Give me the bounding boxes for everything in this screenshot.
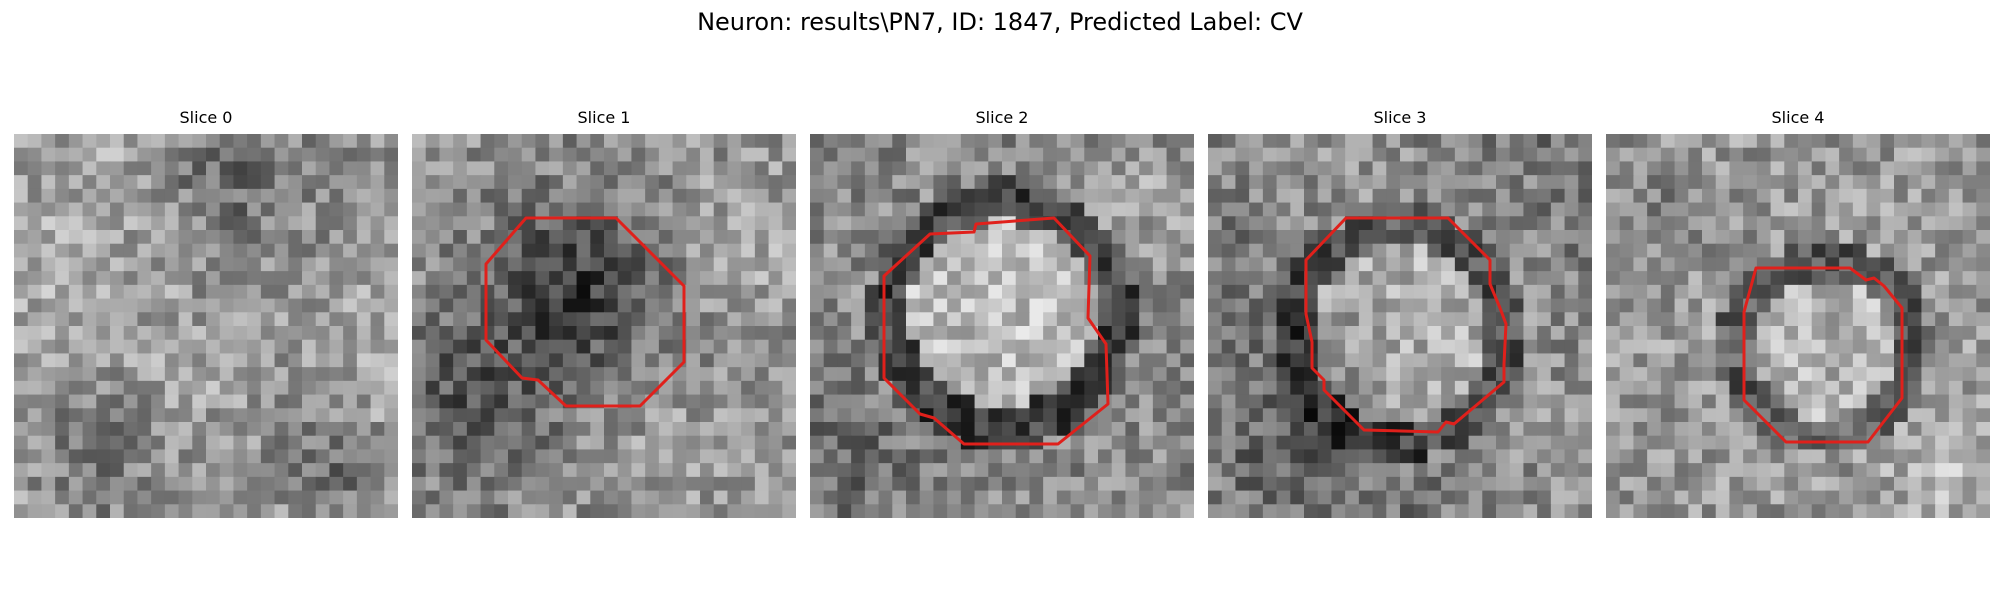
- slice-image: [1208, 134, 1592, 518]
- figure-title: Neuron: results\PN7, ID: 1847, Predicted…: [697, 8, 1303, 36]
- slice-title: Slice 1: [577, 108, 631, 127]
- slice-image-frame: [412, 134, 796, 518]
- slice-title: Slice 4: [1771, 108, 1825, 127]
- slice-title: Slice 3: [1373, 108, 1427, 127]
- slice-image: [1606, 134, 1990, 518]
- slice-panel-0: Slice 0: [14, 108, 398, 518]
- contour-outline: [484, 216, 686, 408]
- slice-panel-2: Slice 2: [810, 108, 1194, 518]
- contour-outline: [882, 216, 1110, 446]
- slice-title: Slice 2: [975, 108, 1029, 127]
- slice-image-frame: [810, 134, 1194, 518]
- slice-image: [14, 134, 398, 518]
- slice-panel-1: Slice 1: [412, 108, 796, 518]
- slice-image-frame: [1606, 134, 1990, 518]
- slice-image-frame: [1208, 134, 1592, 518]
- slice-image: [810, 134, 1194, 518]
- contour-outline: [1304, 216, 1508, 434]
- contour-outline: [1742, 266, 1904, 444]
- slice-title: Slice 0: [179, 108, 233, 127]
- slice-panel-3: Slice 3: [1208, 108, 1592, 518]
- slice-image: [412, 134, 796, 518]
- slice-panel-4: Slice 4: [1606, 108, 1990, 518]
- slice-image-frame: [14, 134, 398, 518]
